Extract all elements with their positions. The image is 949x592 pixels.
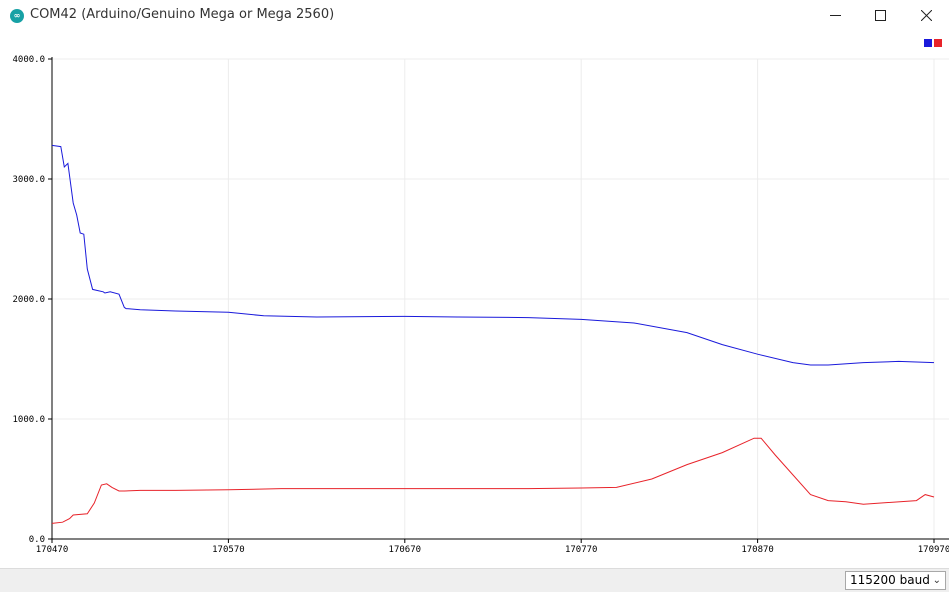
y-tick-label: 3000.0 (12, 175, 45, 185)
chevron-down-icon: ⌄ (932, 575, 941, 586)
series-line-2 (51, 437, 935, 524)
y-tick-label: 1000.0 (12, 415, 45, 425)
close-button[interactable] (903, 0, 949, 31)
x-tick-label: 170570 (212, 545, 245, 555)
legend-swatch-series-2 (934, 39, 942, 47)
series-line-1 (51, 144, 935, 366)
legend-swatch-series-1 (924, 39, 932, 47)
minimize-button[interactable] (812, 0, 858, 31)
legend (924, 39, 942, 47)
x-tick-label: 170970 (918, 545, 949, 555)
x-tick-label: 170470 (36, 545, 69, 555)
title-bar: ∞ COM42 (Arduino/Genuino Mega or Mega 25… (0, 0, 949, 31)
window-title: COM42 (Arduino/Genuino Mega or Mega 2560… (30, 7, 335, 22)
maximize-button[interactable] (857, 0, 903, 31)
baud-rate-select[interactable]: 115200 baud ⌄ (845, 571, 946, 590)
y-tick-label: 0.0 (29, 535, 45, 545)
close-icon (920, 10, 932, 21)
baud-rate-value: 115200 baud (850, 573, 930, 587)
x-tick-label: 170770 (565, 545, 598, 555)
y-tick-label: 2000.0 (12, 295, 45, 305)
x-tick-label: 170670 (389, 545, 422, 555)
minimize-icon (829, 15, 841, 16)
arduino-logo-icon: ∞ (10, 9, 24, 23)
bottom-bar: 115200 baud ⌄ (0, 568, 949, 592)
x-tick-label: 170870 (741, 545, 774, 555)
y-tick-label: 4000.0 (12, 55, 45, 65)
serial-plot: 170470 170570 170670 170770 170870 170970 0.0 1… (12, 55, 949, 555)
maximize-icon (874, 10, 886, 21)
